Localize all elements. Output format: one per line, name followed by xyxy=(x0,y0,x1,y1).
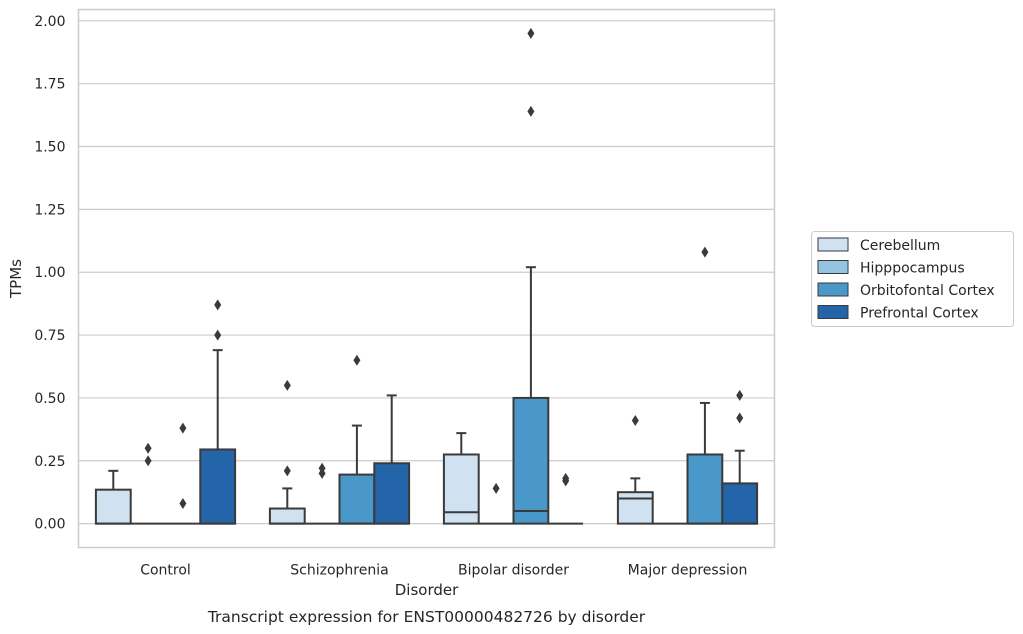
y-axis-ticks: 0.00 0.25 0.50 0.75 1.00 1.25 1.50 1.75 2.00 xyxy=(34,14,65,533)
outlier-point xyxy=(631,415,639,427)
box-body xyxy=(721,482,759,525)
legend-label: Prefrontal Cortex xyxy=(860,306,979,322)
outlier-point xyxy=(353,354,361,366)
box-prefrontal-cortex xyxy=(548,472,584,525)
plot-area xyxy=(94,27,759,525)
legend-label: Hipppocampus xyxy=(860,261,965,277)
outlier-point xyxy=(283,465,291,477)
outlier-point xyxy=(527,105,535,117)
outlier-point xyxy=(179,422,187,434)
legend: Cerebellum Hipppocampus Orbitofontal Corte… xyxy=(811,231,1014,327)
box-cerebellum xyxy=(442,432,480,525)
box-body xyxy=(94,488,132,525)
legend-swatch xyxy=(817,260,849,274)
box-body xyxy=(616,491,654,525)
outlier-point xyxy=(179,498,187,510)
grid-lines xyxy=(78,20,775,525)
box-body xyxy=(373,462,411,525)
box-hipppocampus xyxy=(478,482,514,525)
box-body xyxy=(268,507,306,525)
box-orbitofontal-cortex xyxy=(686,246,724,525)
chart-caption: Transcript expression for ENST0000048272… xyxy=(207,608,646,626)
y-tick-label: 0.25 xyxy=(34,454,65,470)
outlier-point xyxy=(701,246,709,258)
outlier-point xyxy=(144,455,152,467)
legend-swatch xyxy=(817,282,849,297)
y-tick-label: 2.00 xyxy=(34,14,65,30)
legend-swatch xyxy=(817,305,849,319)
x-tick-label: Major depression xyxy=(628,563,748,579)
box-body xyxy=(512,396,550,525)
x-tick-label: Control xyxy=(140,563,191,579)
y-axis-label: TPMs xyxy=(7,259,25,299)
y-tick-label: 1.75 xyxy=(34,77,65,93)
x-tick-label: Schizophrenia xyxy=(290,563,388,579)
box-hipppocampus xyxy=(130,442,166,525)
box-cerebellum xyxy=(616,415,654,525)
outlier-point xyxy=(214,329,222,341)
x-axis-ticks: Control Schizophrenia Bipolar disorder Majo… xyxy=(140,563,747,579)
outlier-point xyxy=(318,462,326,474)
outlier-point xyxy=(736,389,744,401)
plot-frame xyxy=(77,8,776,549)
box-body xyxy=(199,448,237,525)
outlier-point xyxy=(527,27,535,39)
x-tick-label: Bipolar disorder xyxy=(458,563,569,579)
y-tick-label: 1.00 xyxy=(34,265,65,281)
legend-swatch xyxy=(817,237,849,252)
outlier-point xyxy=(562,472,570,484)
outlier-point xyxy=(214,299,222,311)
box-cerebellum xyxy=(94,469,132,525)
y-tick-label: 1.25 xyxy=(34,202,65,218)
y-tick-label: 0.75 xyxy=(34,328,65,344)
outlier-point xyxy=(144,442,152,454)
box-orbitofontal-cortex xyxy=(165,422,201,525)
outlier-point xyxy=(736,412,744,424)
legend-label: Orbitofontal Cortex xyxy=(860,283,995,299)
x-axis-label: Disorder xyxy=(395,581,459,599)
y-tick-label: 1.50 xyxy=(34,140,65,156)
legend-label: Cerebellum xyxy=(860,238,940,254)
box-orbitofontal-cortex xyxy=(338,354,376,525)
y-tick-label: 0.50 xyxy=(34,391,65,407)
box-hipppocampus xyxy=(304,462,340,525)
box-orbitofontal-cortex xyxy=(512,27,550,525)
outlier-point xyxy=(492,482,500,494)
y-tick-label: 0.00 xyxy=(34,517,65,533)
box-prefrontal-cortex xyxy=(373,394,411,525)
outlier-point xyxy=(283,379,291,391)
legend-box xyxy=(811,231,1014,327)
box-body xyxy=(686,453,724,525)
box-prefrontal-cortex xyxy=(199,299,237,525)
box-cerebellum xyxy=(268,379,306,525)
box-prefrontal-cortex xyxy=(721,389,759,525)
box-body xyxy=(338,473,376,525)
